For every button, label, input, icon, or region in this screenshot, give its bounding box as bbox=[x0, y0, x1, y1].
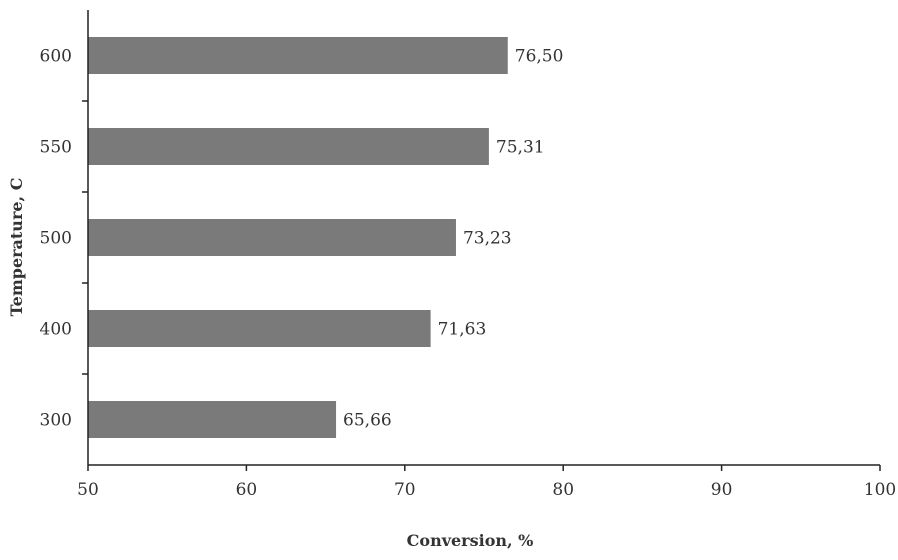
bar-500 bbox=[88, 219, 456, 256]
y-tick-label-400: 400 bbox=[40, 320, 72, 340]
x-axis-title: Conversion, % bbox=[407, 531, 534, 550]
bar-300 bbox=[88, 401, 337, 438]
bar-550 bbox=[88, 128, 489, 165]
data-label-400: 71,63 bbox=[438, 320, 487, 340]
bar-600 bbox=[88, 37, 508, 74]
x-tick-label-80: 80 bbox=[552, 480, 574, 500]
x-tick-label-90: 90 bbox=[711, 480, 733, 500]
bars-layer bbox=[88, 37, 508, 438]
y-tick-label-500: 500 bbox=[40, 229, 72, 249]
axes-layer bbox=[82, 10, 881, 471]
x-tick-label-60: 60 bbox=[236, 480, 258, 500]
y-axis-title: Temperature, C bbox=[7, 178, 26, 317]
data-label-500: 73,23 bbox=[463, 229, 512, 249]
data-label-300: 65,66 bbox=[343, 411, 392, 431]
labels-layer: 76,50 600 75,31 550 73,23 500 71,63 400 65,66 300… bbox=[40, 47, 897, 501]
x-tick-label-50: 50 bbox=[77, 480, 99, 500]
x-tick-label-70: 70 bbox=[394, 480, 416, 500]
y-tick-label-550: 550 bbox=[40, 138, 72, 158]
y-tick-label-300: 300 bbox=[40, 411, 72, 431]
y-tick-label-600: 600 bbox=[40, 47, 72, 67]
data-label-550: 75,31 bbox=[496, 138, 545, 158]
x-tick-label-100: 100 bbox=[864, 480, 896, 500]
data-label-600: 76,50 bbox=[515, 47, 564, 67]
bar-400 bbox=[88, 310, 431, 347]
